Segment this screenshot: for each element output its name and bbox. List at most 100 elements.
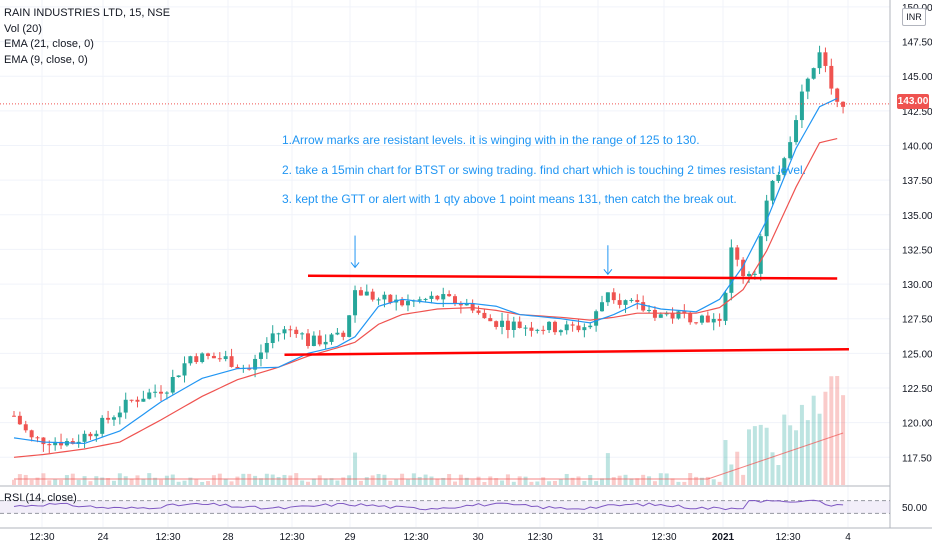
y-tick-label: 140.00: [902, 142, 932, 153]
volume-bar: [694, 476, 699, 485]
candle-body: [223, 356, 228, 360]
candle-body: [111, 417, 116, 420]
volume-bar: [47, 480, 52, 485]
candle-body: [370, 291, 375, 300]
x-tick-label: 12:30: [403, 532, 428, 543]
candle-body: [194, 356, 199, 363]
candle-body: [353, 290, 358, 316]
volume-bar: [682, 481, 687, 485]
candle-body: [182, 363, 187, 376]
annotation-note-2: 2. take a 15min chart for BTST or swing …: [282, 162, 807, 177]
candle-body: [17, 415, 22, 425]
volume-bar: [641, 474, 646, 485]
candle-body: [799, 91, 804, 121]
candle-body: [405, 301, 410, 306]
volume-bar: [717, 481, 722, 485]
annotation-text-block: 1.Arrow marks are resistant levels. it i…: [282, 126, 806, 215]
candle-body: [364, 291, 369, 296]
volume-bar: [841, 395, 846, 485]
candle-body: [541, 329, 546, 331]
candle-body: [53, 441, 58, 446]
ema9-line: [13, 97, 838, 445]
volume-bar: [794, 430, 799, 485]
volume-bar: [805, 420, 810, 485]
y-tick-label: 132.50: [902, 245, 932, 256]
candle-body: [647, 309, 652, 311]
volume-bar: [223, 478, 228, 485]
volume-bar: [405, 479, 410, 485]
ema21-legend[interactable]: EMA (21, close, 0): [4, 38, 94, 50]
candle-body: [300, 333, 305, 335]
volume-bar: [341, 477, 346, 485]
candle-body: [258, 352, 263, 359]
candle-body: [176, 375, 181, 377]
candle-body: [547, 321, 552, 331]
volume-bar: [799, 404, 804, 485]
volume-bar: [435, 478, 440, 485]
volume-bar: [723, 440, 728, 485]
volume-bar: [576, 476, 581, 485]
candle-body: [623, 300, 628, 305]
rsi-band: [0, 500, 890, 514]
candle-body: [341, 332, 346, 337]
candle-body: [12, 415, 16, 417]
candle-body: [88, 433, 93, 437]
candle-body: [782, 158, 787, 175]
volume-legend[interactable]: Vol (20): [4, 22, 42, 35]
candle-body: [717, 318, 722, 321]
currency-button[interactable]: INR: [902, 8, 926, 26]
volume-bar: [829, 376, 834, 485]
volume-bar: [652, 481, 657, 485]
volume-bar: [617, 475, 622, 485]
x-tick-label: 12:30: [155, 532, 180, 543]
candle-body: [206, 353, 211, 356]
candle-body: [594, 311, 599, 326]
candle-body: [576, 325, 581, 331]
volume-bar: [417, 476, 422, 485]
y-tick-label: 122.50: [902, 384, 932, 395]
x-tick-label: 28: [222, 532, 234, 543]
volume-bar: [547, 481, 552, 485]
candle-body: [453, 296, 457, 305]
volume-bar: [582, 481, 587, 485]
volume-bar: [282, 474, 287, 485]
volume-bar: [711, 479, 716, 485]
candle-body: [311, 335, 316, 347]
candle-body: [294, 329, 299, 335]
volume-bar: [317, 475, 322, 485]
ema9-legend[interactable]: EMA (9, close, 0): [4, 53, 88, 66]
resistance-arrow-head-icon: [350, 262, 360, 269]
candle-body: [282, 329, 287, 334]
volume-bar: [529, 481, 534, 485]
volume-bar: [306, 481, 310, 485]
candle-body: [735, 247, 740, 260]
candle-body: [288, 329, 293, 331]
candle-body: [435, 295, 440, 300]
ema21-line: [13, 137, 838, 458]
rsi-legend[interactable]: RSI (14, close): [4, 492, 77, 504]
volume-ma-line: [14, 432, 844, 480]
volume-bar: [141, 478, 146, 485]
volume-bar: [111, 480, 116, 485]
volume-bar: [88, 481, 93, 485]
candle-body: [59, 441, 64, 446]
rsi-pane: [0, 487, 890, 527]
volume-bar: [458, 474, 463, 485]
volume-bar: [611, 477, 616, 485]
symbol-title[interactable]: RAIN INDUSTRIES LTD, 15, NSE: [4, 7, 171, 19]
volume-bar: [170, 474, 175, 485]
candle-body: [211, 355, 216, 359]
volume-bar: [470, 479, 475, 485]
volume-bar: [482, 481, 487, 485]
candle-body: [423, 298, 428, 300]
candle-body: [417, 299, 422, 301]
volume-bar: [82, 476, 87, 485]
support-trendline[interactable]: [284, 347, 849, 356]
candle-body: [458, 304, 463, 306]
candle-body: [582, 327, 587, 331]
volume-bar: [76, 479, 81, 485]
candle-body: [135, 399, 140, 402]
resistance-trendline[interactable]: [307, 274, 838, 280]
y-tick-label: 135.00: [902, 211, 932, 222]
